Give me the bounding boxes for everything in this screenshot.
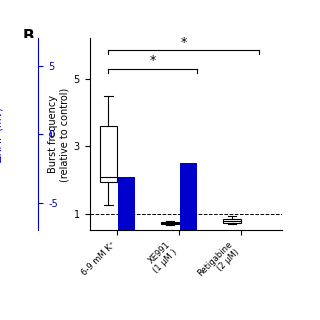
Bar (118, 177, 135, 247)
Text: *: * (180, 36, 187, 49)
Y-axis label: Burst frequency
(relative to control): Burst frequency (relative to control) (48, 87, 69, 181)
Bar (180, 163, 197, 247)
Text: B: B (22, 29, 34, 44)
Bar (162, 222, 179, 224)
Y-axis label: ΔRMP (mV): ΔRMP (mV) (0, 107, 4, 162)
Bar (100, 126, 117, 181)
Text: *: * (150, 54, 156, 67)
Bar (223, 219, 241, 223)
